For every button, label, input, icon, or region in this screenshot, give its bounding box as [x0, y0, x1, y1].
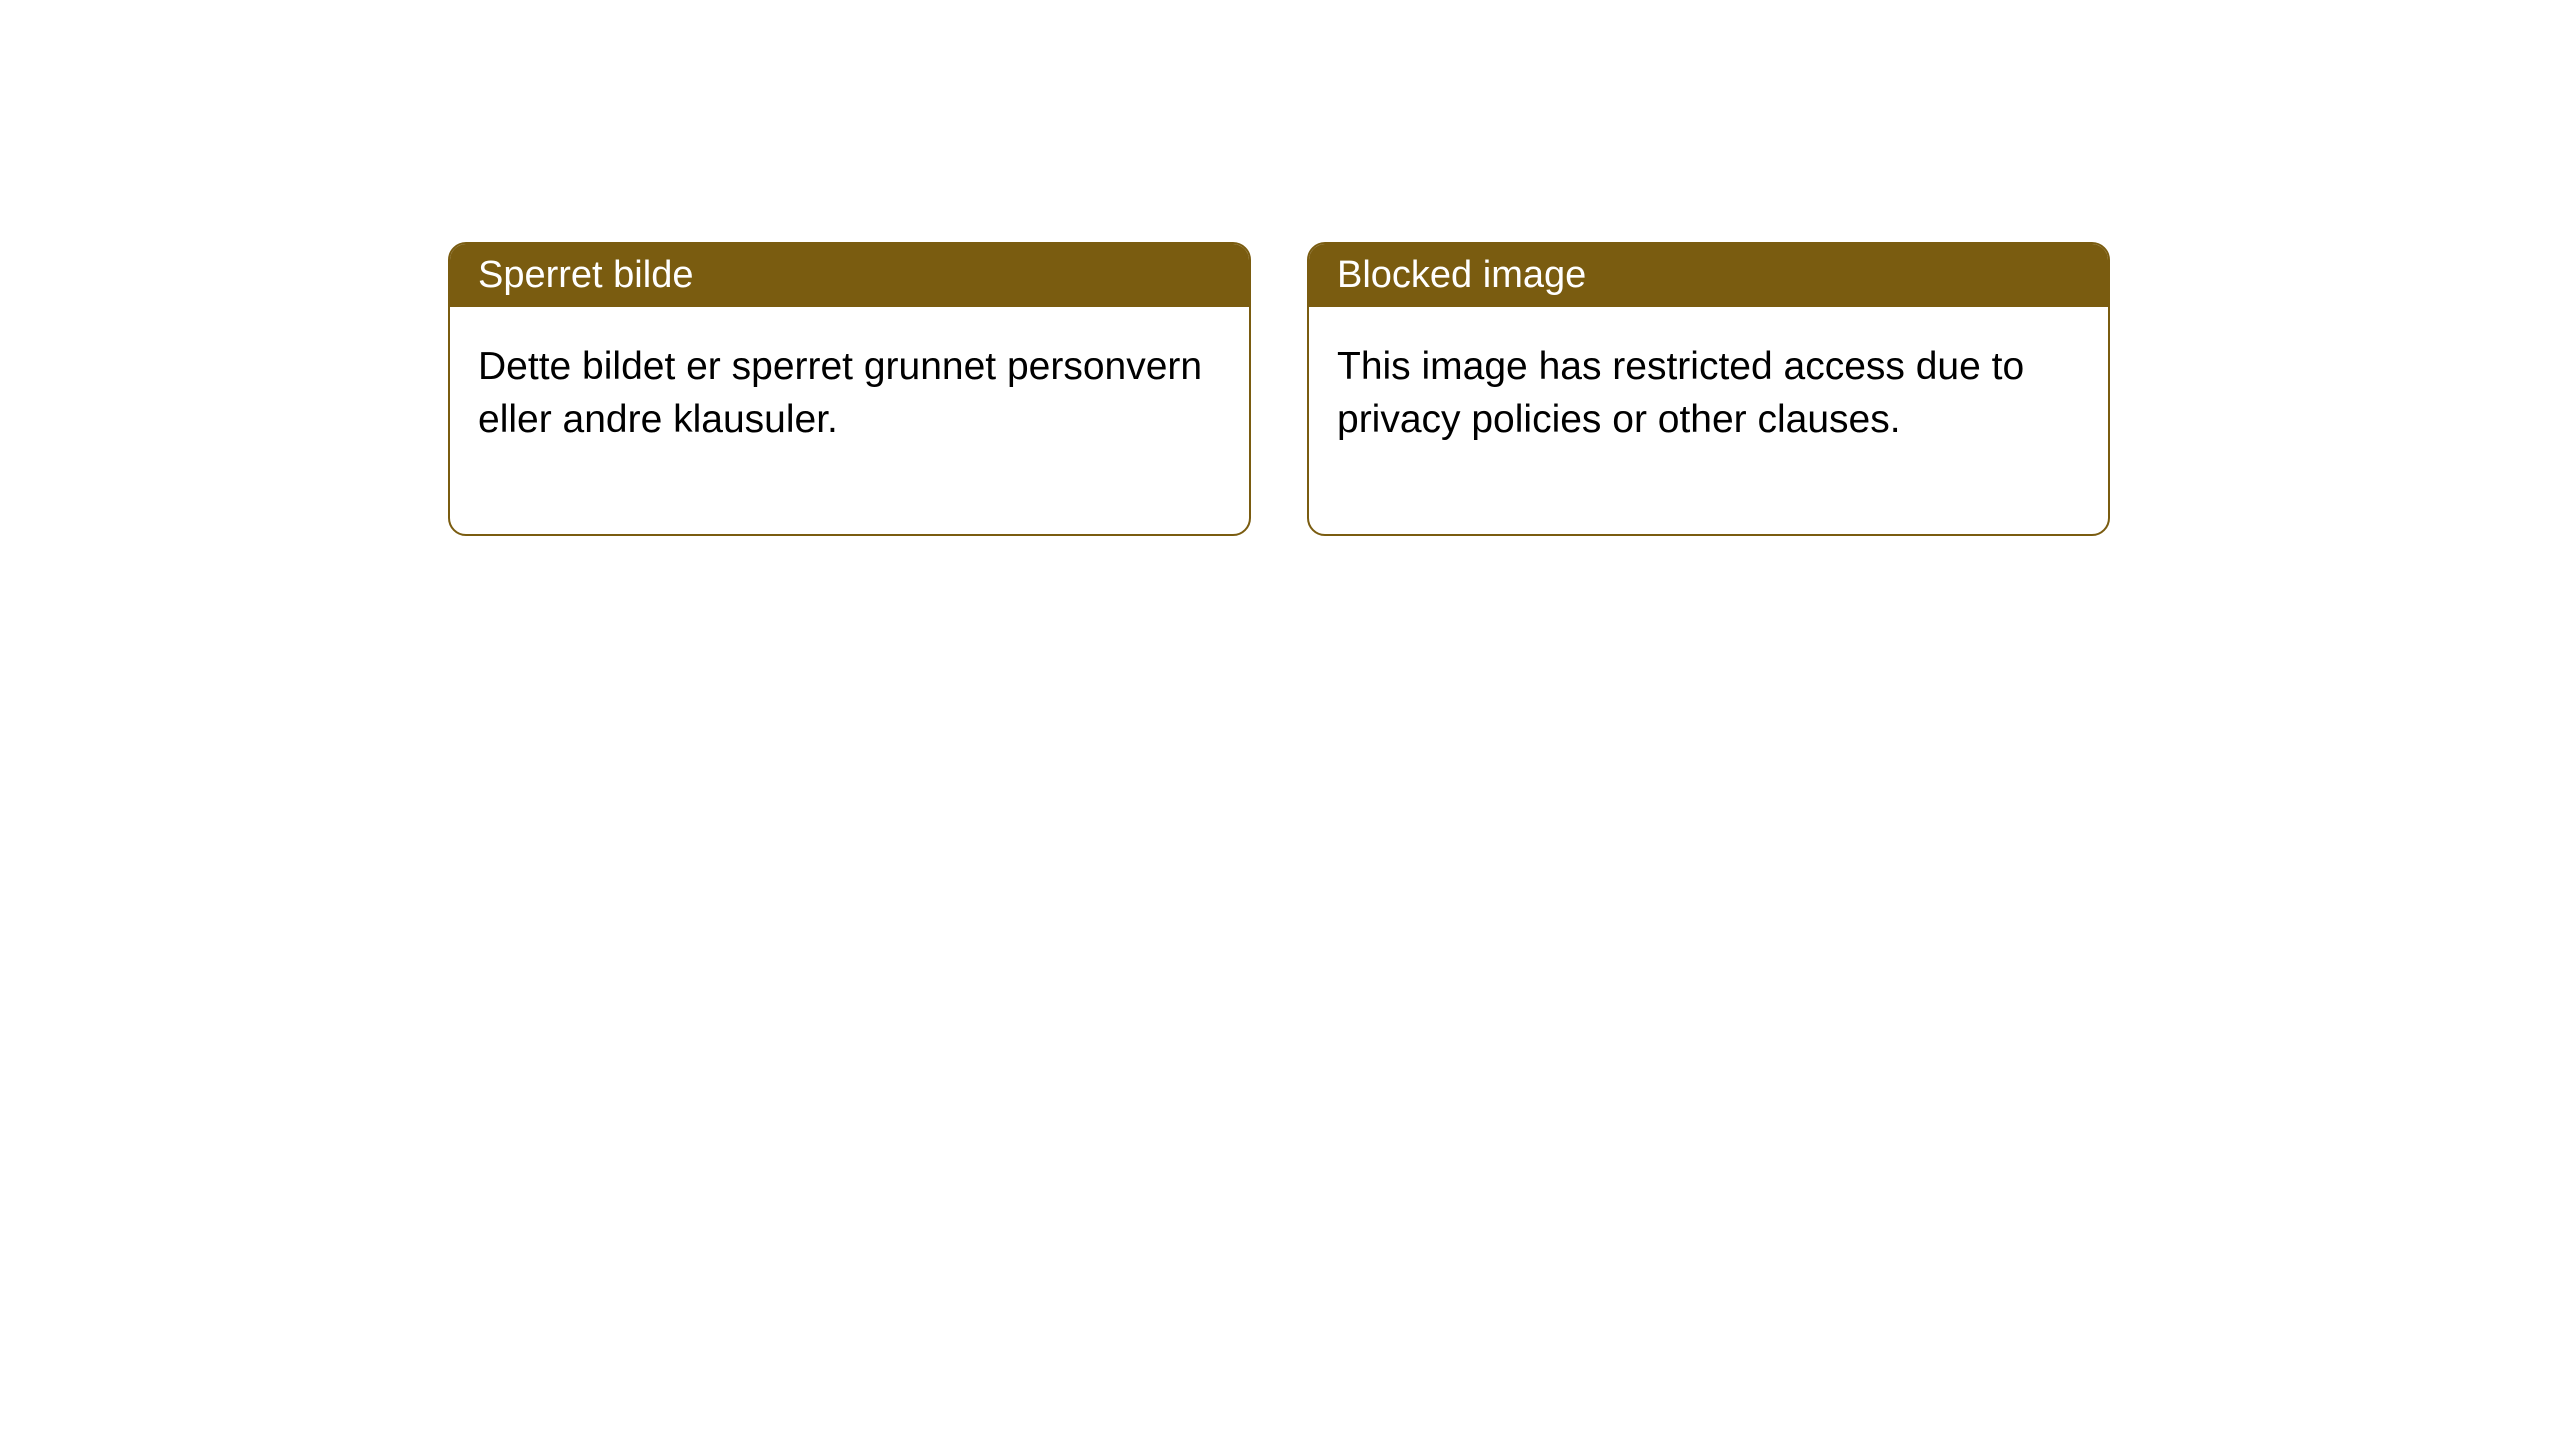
notice-card-english: Blocked image This image has restricted … [1307, 242, 2110, 536]
card-body-english: This image has restricted access due to … [1309, 307, 2108, 534]
card-title-english: Blocked image [1309, 244, 2108, 307]
notice-cards-container: Sperret bilde Dette bildet er sperret gr… [448, 242, 2110, 536]
notice-card-norwegian: Sperret bilde Dette bildet er sperret gr… [448, 242, 1251, 536]
card-title-norwegian: Sperret bilde [450, 244, 1249, 307]
card-body-norwegian: Dette bildet er sperret grunnet personve… [450, 307, 1249, 534]
